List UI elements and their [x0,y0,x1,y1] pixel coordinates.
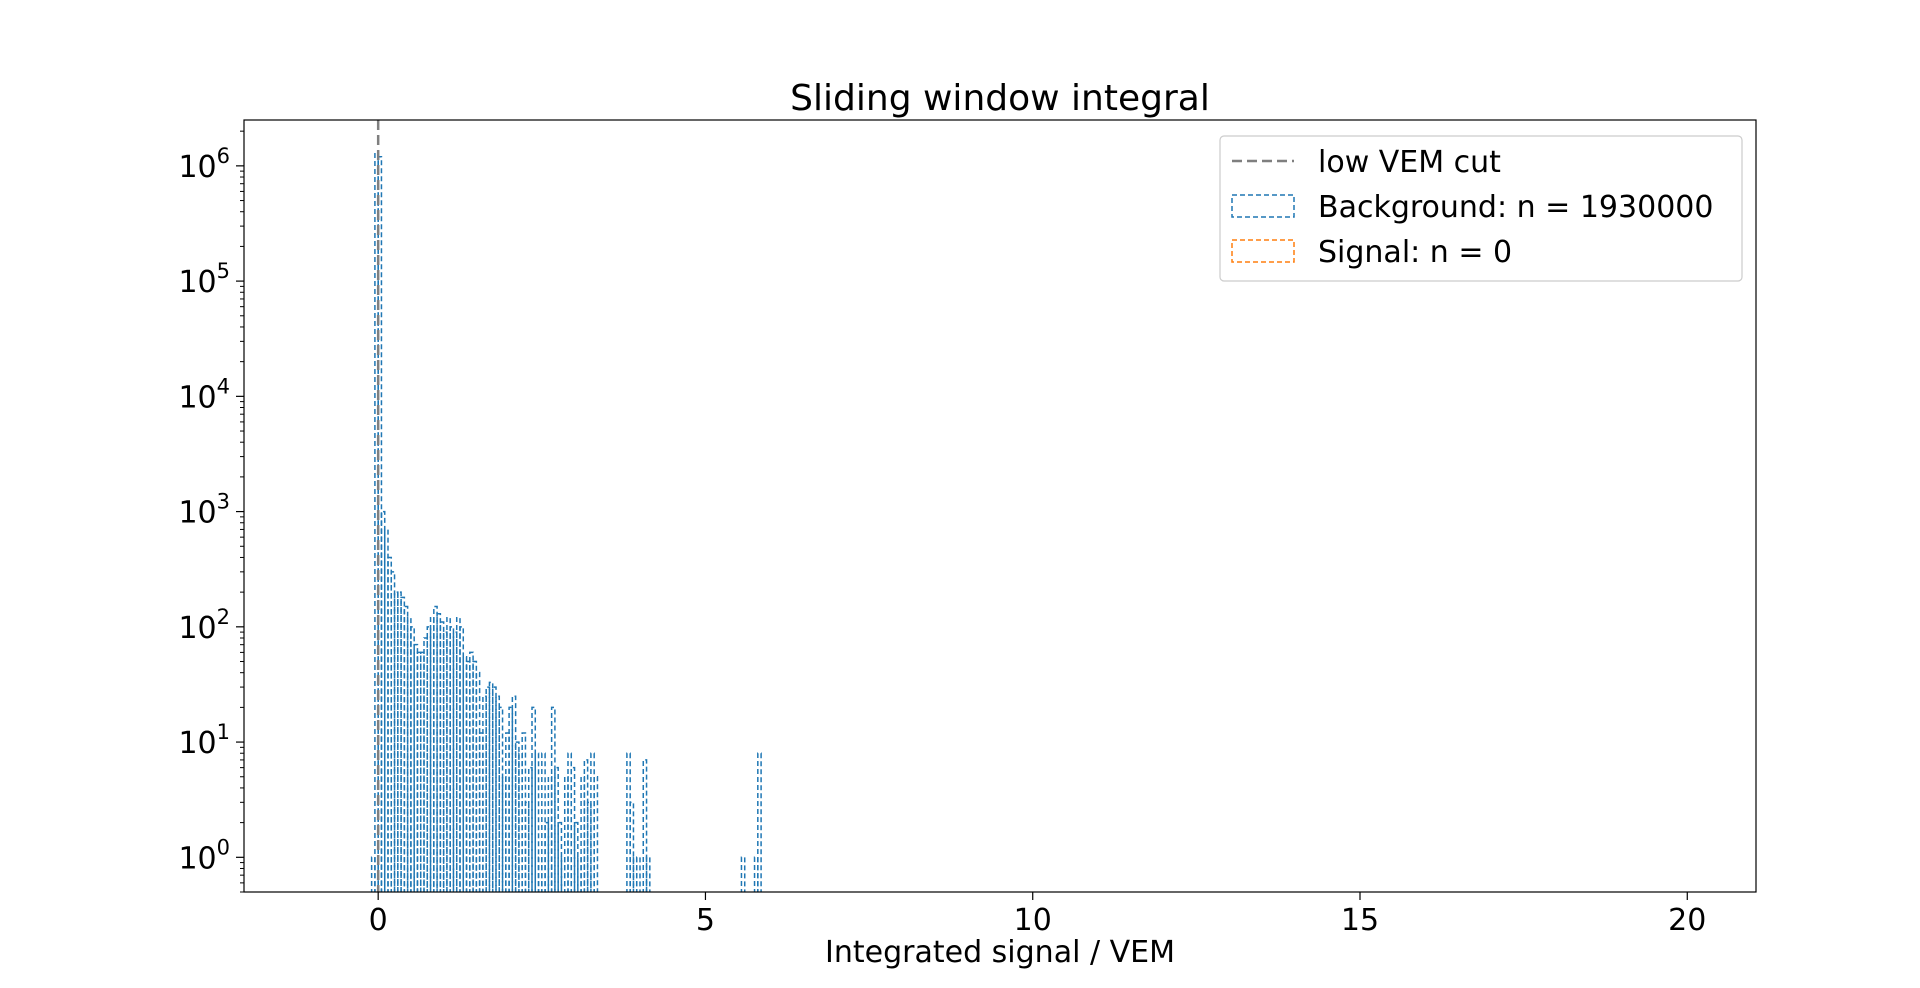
legend-label-cut: low VEM cut [1318,145,1501,180]
histogram-bar [554,766,559,892]
histogram-bar [410,626,415,892]
histogram-bar [642,759,648,892]
x-tick-label: 10 [1014,903,1052,938]
histogram-bar [419,651,425,892]
y-tick-label: 101 [178,720,230,761]
histogram-bar [433,605,438,892]
y-axis-ticks: 100 101 102 103 104 105 106 [178,130,244,893]
histogram-bar [524,801,530,892]
histogram-bar [544,821,550,892]
x-tick-label: 20 [1668,903,1706,938]
legend-label-signal: Signal: n = 0 [1318,235,1512,270]
histogram-bar [491,686,497,892]
histogram-bars [370,151,762,892]
legend: low VEM cut Background: n = 1930000 Sign… [1219,135,1743,282]
histogram-bar [573,821,579,892]
histogram-bar [557,821,563,892]
histogram-bar [472,660,478,892]
histogram-bar [426,626,432,892]
x-axis-label: Integrated signal / VEM [825,935,1175,970]
histogram-bar [645,856,651,892]
histogram-bar [514,741,520,892]
histogram-bar [459,626,465,892]
histogram-bar [439,621,445,892]
histogram-bar [531,706,537,892]
histogram-bar [397,591,402,892]
histogram-bar [380,510,386,892]
histogram-bar [586,801,592,892]
legend-signal-swatch [1231,239,1295,263]
x-tick-label: 5 [696,903,715,938]
histogram-bar [508,706,514,892]
y-tick-label: 105 [178,259,230,300]
histogram-bar [436,612,442,892]
histogram-bar [498,706,504,892]
histogram-bar [593,776,599,892]
histogram-bar [740,856,746,892]
x-axis-ticks: 0 5 10 15 20 [369,892,1706,938]
y-tick-label: 104 [178,374,230,415]
plot-frame [243,119,1757,893]
histogram-bar [393,591,399,892]
histogram-bar [550,706,556,892]
histogram-bar [465,660,471,892]
histogram-bar [469,651,474,892]
y-tick-label: 100 [178,835,230,876]
histogram-bar [570,766,576,892]
histogram-bar [416,651,422,892]
x-tick-label: 0 [369,903,388,938]
histogram-bar [626,752,631,892]
legend-box [1219,135,1743,282]
legend-label-background: Background: n = 1930000 [1318,190,1713,225]
y-tick-label: 103 [178,490,230,531]
histogram-bar [527,766,533,892]
y-tick-label: 106 [178,144,230,185]
histogram-bar [629,801,635,892]
histogram-bar [485,686,491,892]
histogram-bar [449,626,455,892]
legend-background-swatch [1231,194,1295,218]
histogram-bar [635,856,641,892]
histogram-bar [390,571,396,892]
chart-title: Sliding window integral [790,78,1210,119]
histogram-bar [757,752,762,892]
histogram-bar [403,605,409,892]
x-tick-label: 15 [1341,903,1379,938]
y-tick-label: 102 [178,605,230,646]
histogram-bar [541,752,546,892]
